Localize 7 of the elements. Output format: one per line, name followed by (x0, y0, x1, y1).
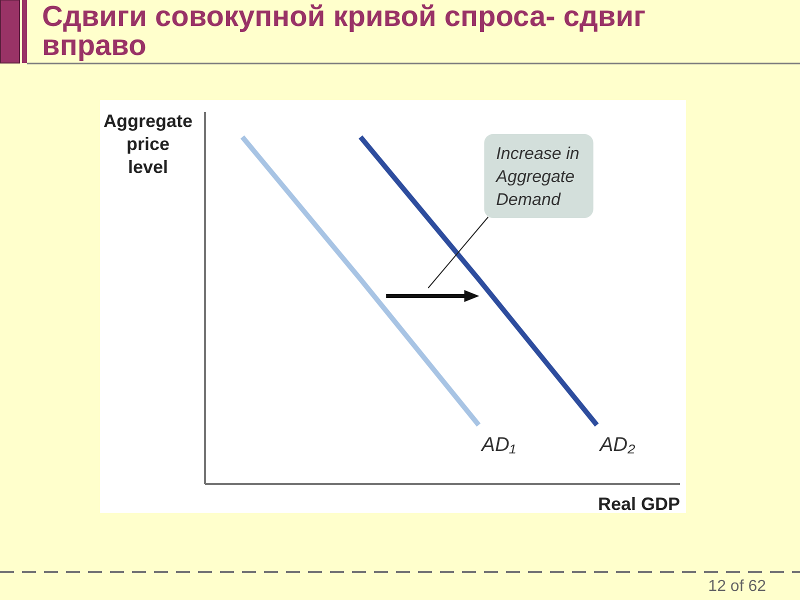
chart-title: Сдвиги совокупной кривой спроса- сдвиг вправо (42, 1, 646, 62)
x-axis-title: Real GDP (598, 494, 680, 514)
annotation: Increase in Aggregate Demand (495, 144, 580, 210)
series-label: AD₂ (598, 434, 636, 456)
text: 12 of 62 (708, 578, 766, 595)
series-label: AD₁ (480, 434, 516, 456)
y-axis-title: Aggregate price level (103, 111, 193, 177)
